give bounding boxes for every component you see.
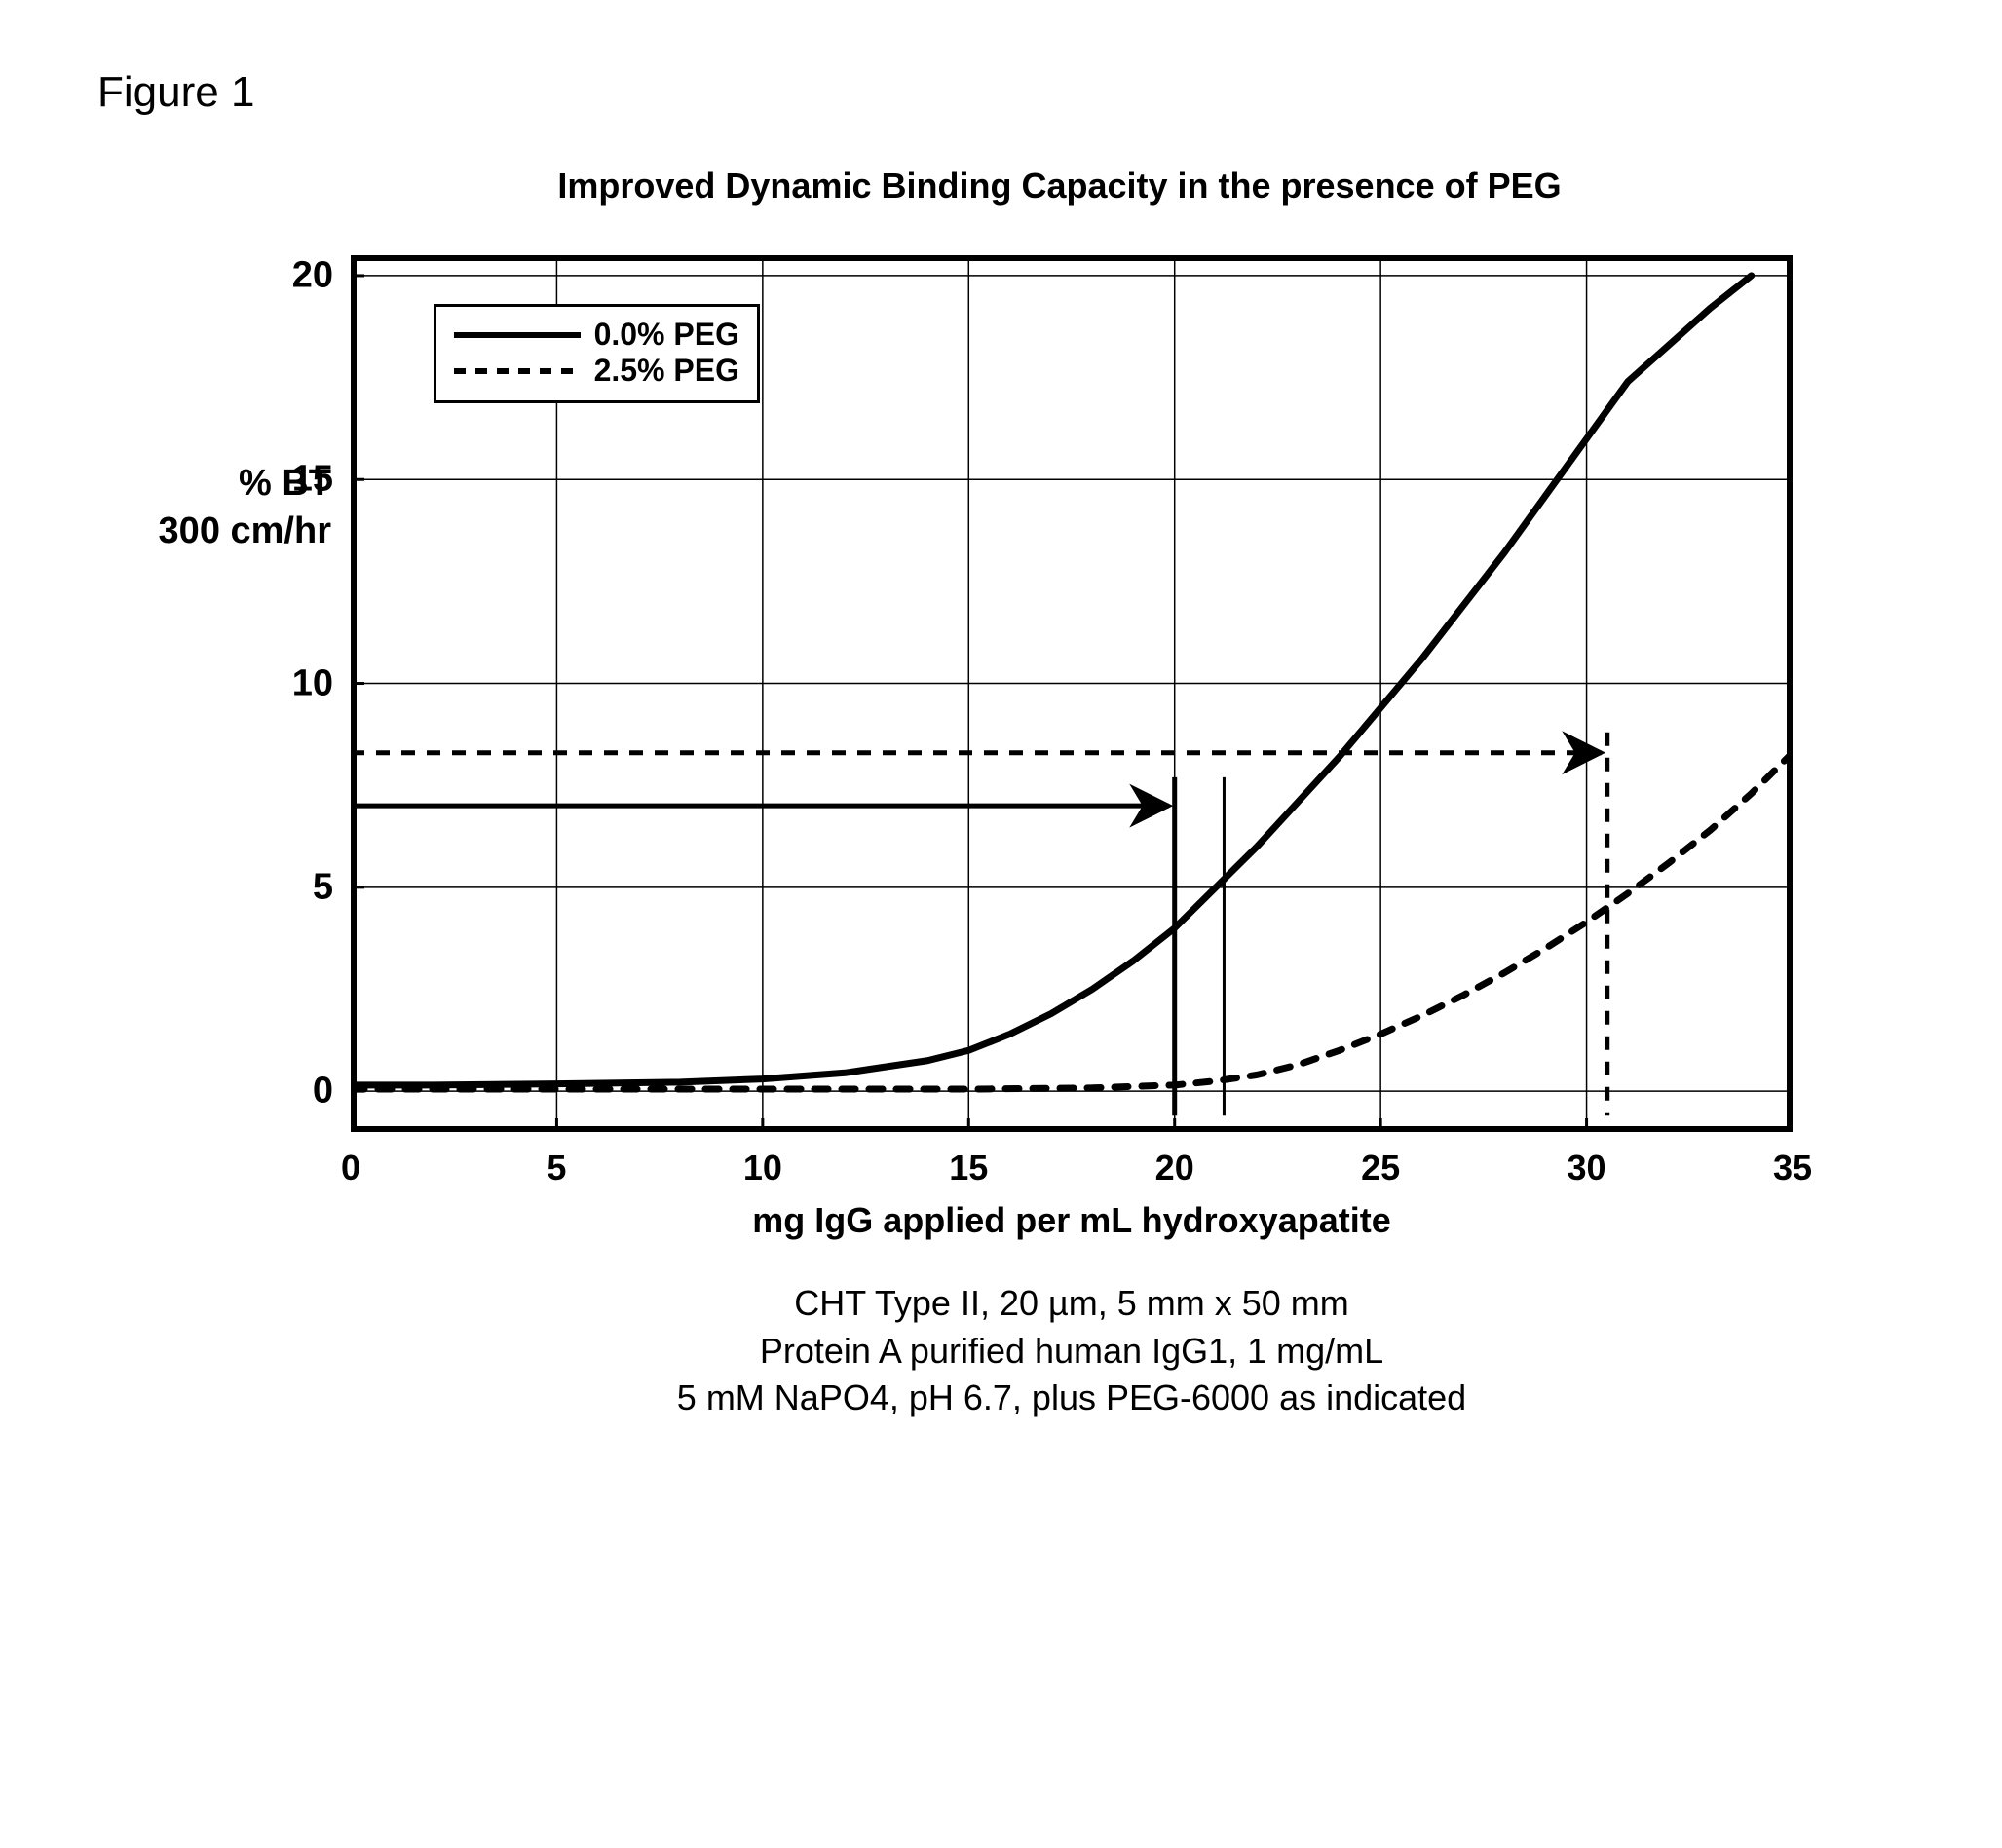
- chart-caption: CHT Type II, 20 µm, 5 mm x 50 mm Protein…: [351, 1280, 1793, 1422]
- y-tick-label: 0: [313, 1071, 333, 1113]
- x-tick-label: 35: [1773, 1148, 1812, 1188]
- y-tick-label: 15: [292, 459, 333, 501]
- x-tick-label: 25: [1361, 1148, 1400, 1188]
- x-tick-label: 10: [743, 1148, 782, 1188]
- caption-line: CHT Type II, 20 µm, 5 mm x 50 mm: [351, 1280, 1793, 1328]
- y-tick-label: 10: [292, 662, 333, 704]
- chart-title: Improved Dynamic Binding Capacity in the…: [214, 166, 1905, 207]
- x-tick-label: 15: [949, 1148, 988, 1188]
- y-axis-label-line2: 300 cm/hr: [97, 508, 331, 555]
- x-tick-label: 0: [341, 1148, 360, 1188]
- caption-line: Protein A purified human IgG1, 1 mg/mL: [351, 1328, 1793, 1376]
- x-tick-label: 5: [547, 1148, 566, 1188]
- legend-label: 2.5% PEG: [594, 353, 739, 389]
- chart-area: % BT 300 cm/hr 0510152005101520253035 0.…: [351, 255, 1793, 1422]
- legend-item: 2.5% PEG: [454, 353, 739, 389]
- plot-container: 0510152005101520253035 0.0% PEG2.5% PEG: [351, 255, 1793, 1132]
- legend: 0.0% PEG2.5% PEG: [434, 304, 760, 403]
- x-axis-label: mg IgG applied per mL hydroxyapatite: [351, 1200, 1793, 1241]
- y-tick-label: 5: [313, 866, 333, 908]
- legend-label: 0.0% PEG: [594, 317, 739, 353]
- figure-label: Figure 1: [97, 68, 1905, 117]
- y-tick-label: 20: [292, 254, 333, 296]
- caption-line: 5 mM NaPO4, pH 6.7, plus PEG-6000 as ind…: [351, 1375, 1793, 1422]
- x-tick-label: 20: [1155, 1148, 1194, 1188]
- legend-item: 0.0% PEG: [454, 317, 739, 353]
- x-tick-label: 30: [1568, 1148, 1606, 1188]
